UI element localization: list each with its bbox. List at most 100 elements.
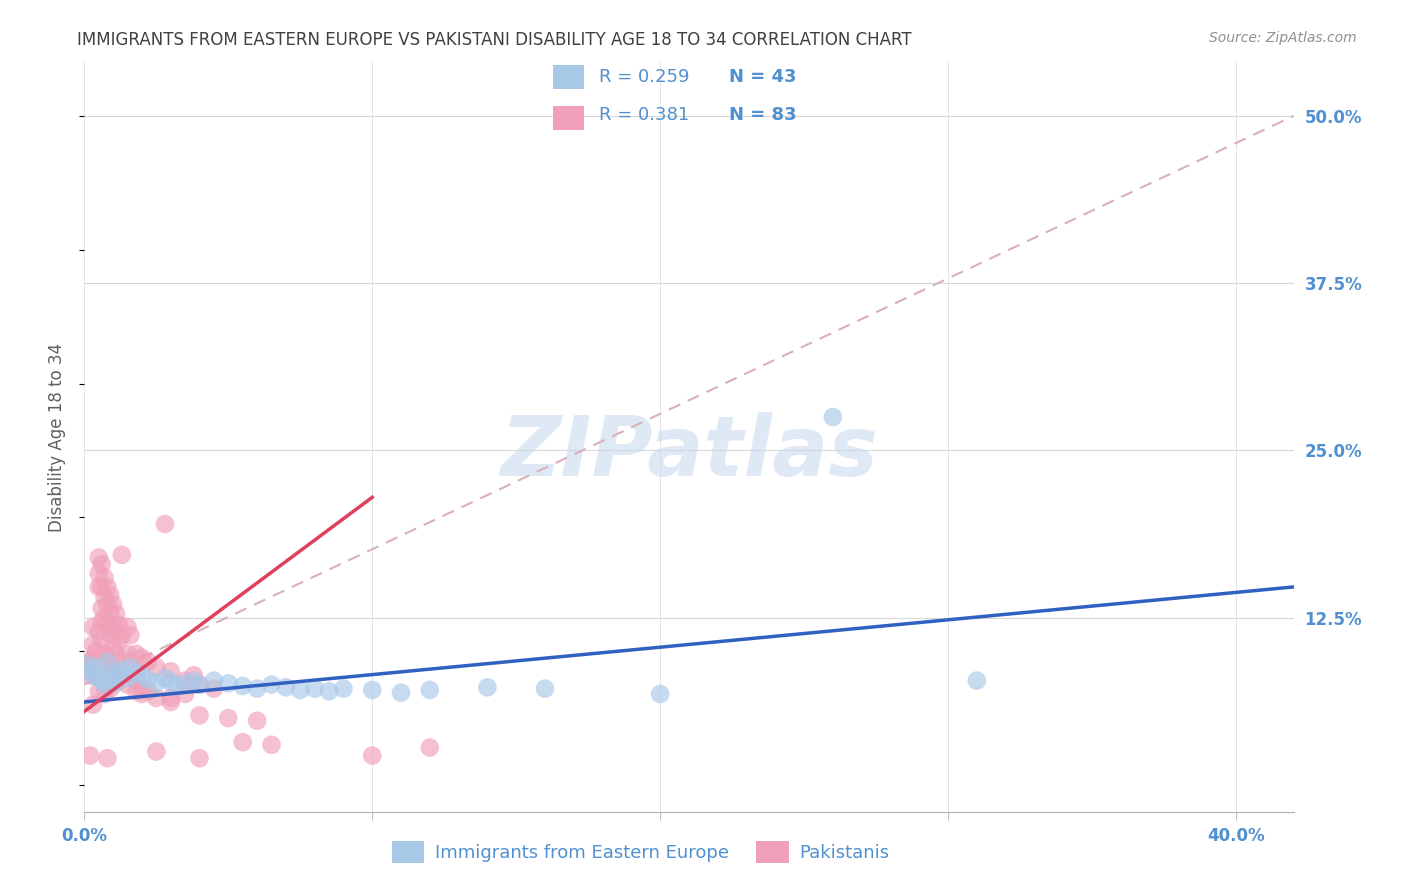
Point [76,657,98,672]
Point [90,633,112,648]
Point [79,664,101,679]
Point [290,683,312,698]
Point [260,678,283,692]
Point [136,673,159,687]
Point [419,683,441,698]
Text: N = 83: N = 83 [728,106,796,124]
Point [101,641,124,656]
Point [111,628,134,642]
Point [136,655,159,669]
Point [304,681,326,696]
Point [84,644,107,658]
Point [79,668,101,682]
Point [93,678,115,692]
Point [419,740,441,755]
Point [87,671,110,685]
Point [76,660,98,674]
Point [90,601,112,615]
Point [131,681,153,696]
Point [125,673,148,688]
Point [153,671,176,685]
Point [101,598,124,612]
Point [98,607,121,621]
Point [96,598,118,612]
FancyBboxPatch shape [554,106,583,130]
Point [90,673,112,688]
Point [93,647,115,661]
Point [93,611,115,625]
Point [120,628,142,642]
Point [105,647,128,661]
Y-axis label: Disability Age 18 to 34: Disability Age 18 to 34 [48,343,66,532]
Point [131,651,153,665]
Point [966,673,988,688]
Point [87,624,110,639]
Point [84,660,107,674]
Point [96,580,118,594]
Point [117,671,139,685]
Point [159,675,181,690]
Point [159,695,181,709]
Point [361,683,384,698]
Point [145,690,167,705]
Text: R = 0.259: R = 0.259 [599,68,689,86]
Point [821,410,844,425]
Point [125,665,148,680]
Point [111,663,134,677]
Point [145,676,167,690]
Point [166,679,188,693]
Point [117,678,139,692]
Point [332,681,354,696]
Point [82,620,104,634]
Point [111,548,134,562]
Point [105,624,128,639]
Point [96,751,118,765]
Text: R = 0.381: R = 0.381 [599,106,689,124]
Point [188,678,211,692]
Point [318,684,340,698]
Point [93,571,115,585]
Point [246,714,269,728]
Point [274,681,297,695]
Point [125,684,148,698]
Point [202,673,225,688]
Point [98,588,121,602]
Point [361,748,384,763]
Point [145,660,167,674]
Point [101,620,124,634]
Point [96,617,118,632]
Point [108,667,131,681]
Point [232,679,254,693]
Point [101,664,124,679]
Point [246,681,269,696]
Point [188,751,211,765]
Point [90,615,112,629]
Point [136,684,159,698]
Point [108,673,131,688]
Point [174,687,197,701]
Point [477,681,499,695]
Point [90,580,112,594]
Point [183,673,205,688]
Point [82,698,104,712]
Text: ZIPatlas: ZIPatlas [501,411,877,492]
Legend: Immigrants from Eastern Europe, Pakistanis: Immigrants from Eastern Europe, Pakistan… [384,834,897,870]
Point [96,651,118,665]
Point [87,684,110,698]
Text: N = 43: N = 43 [728,68,796,86]
Point [90,557,112,572]
Point [260,738,283,752]
Point [534,681,557,696]
Point [101,673,124,687]
Text: IMMIGRANTS FROM EASTERN EUROPE VS PAKISTANI DISABILITY AGE 18 TO 34 CORRELATION : IMMIGRANTS FROM EASTERN EUROPE VS PAKIST… [77,31,912,49]
Point [82,651,104,665]
Point [174,673,197,688]
Point [82,668,104,682]
Point [96,655,118,669]
Point [202,681,225,696]
FancyBboxPatch shape [554,65,583,89]
Point [93,687,115,701]
Point [98,681,121,696]
Point [108,633,131,648]
Point [84,657,107,672]
